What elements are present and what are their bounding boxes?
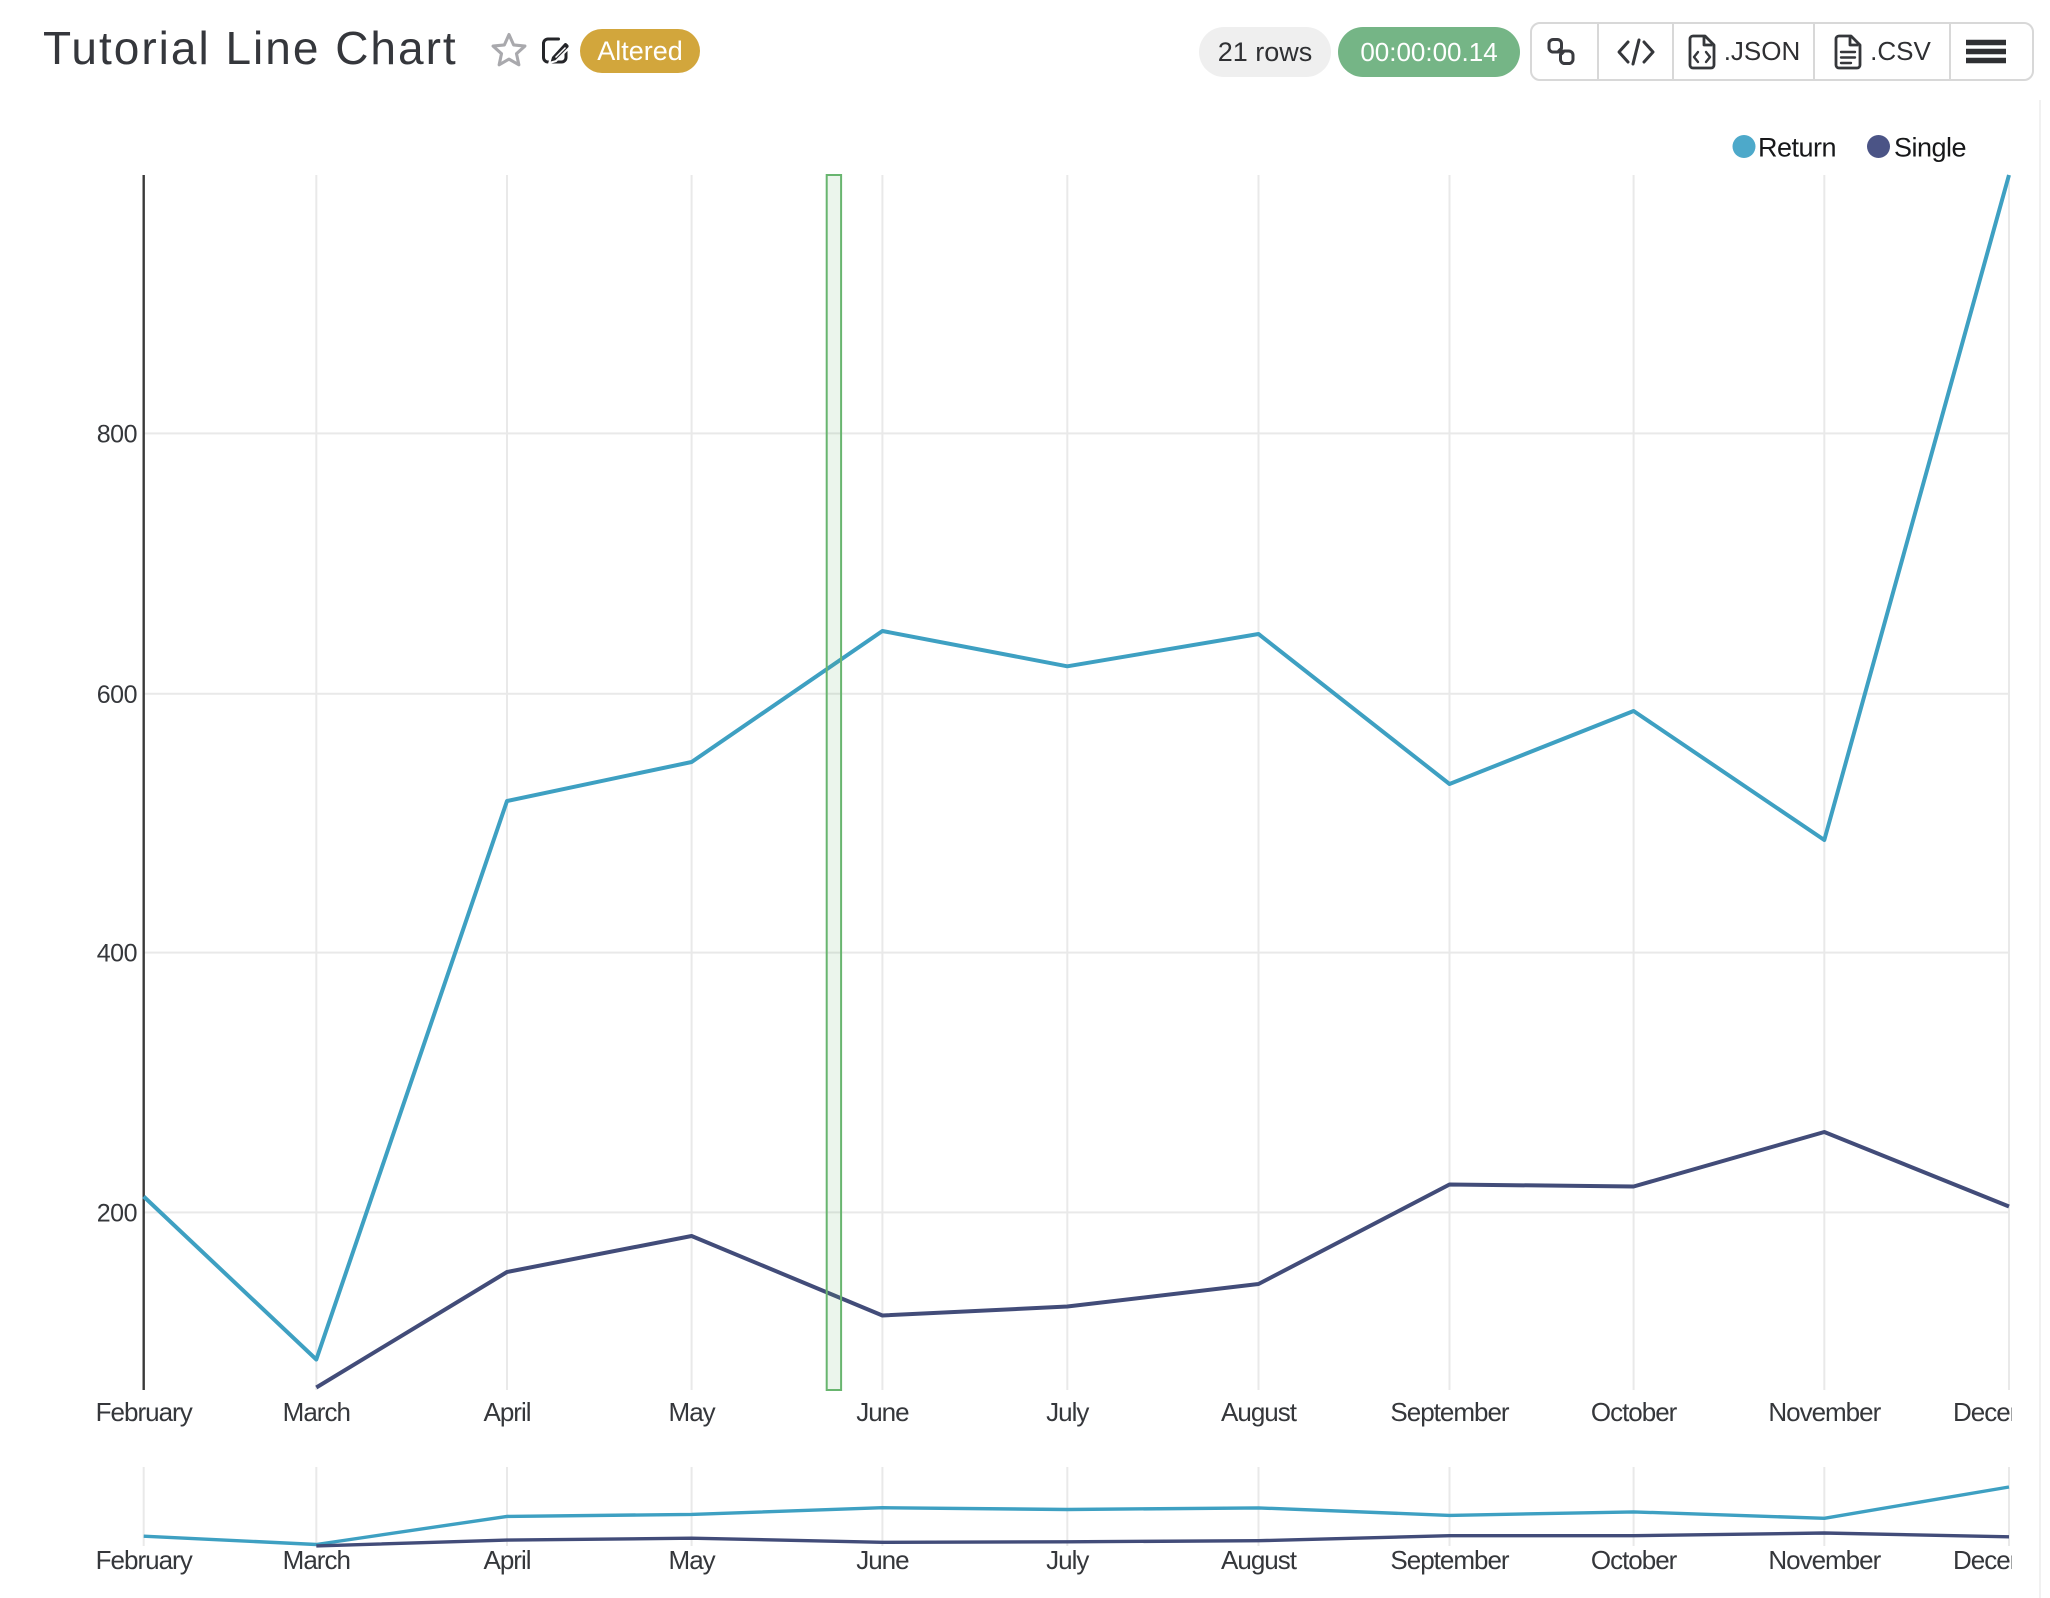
svg-text:July: July	[1046, 1397, 1089, 1427]
svg-text:November: November	[1768, 1397, 1881, 1427]
svg-text:June: June	[856, 1397, 909, 1427]
svg-text:December: December	[1953, 1545, 2012, 1575]
svg-text:November: November	[1768, 1545, 1881, 1575]
svg-text:March: March	[283, 1397, 350, 1427]
svg-text:800: 800	[97, 420, 137, 448]
svg-text:April: April	[483, 1545, 530, 1575]
svg-text:December: December	[1953, 1397, 2012, 1427]
svg-text:April: April	[483, 1397, 530, 1427]
svg-text:May: May	[669, 1397, 716, 1427]
svg-text:September: September	[1390, 1545, 1510, 1575]
svg-text:February: February	[96, 1545, 193, 1575]
svg-text:August: August	[1221, 1397, 1298, 1427]
svg-text:May: May	[669, 1545, 716, 1575]
svg-text:Single: Single	[1894, 133, 1966, 163]
svg-text:March: March	[283, 1545, 350, 1575]
svg-text:600: 600	[97, 681, 137, 709]
svg-text:Return: Return	[1758, 133, 1836, 163]
svg-text:October: October	[1591, 1545, 1678, 1575]
svg-text:February: February	[96, 1397, 193, 1427]
svg-text:July: July	[1046, 1545, 1089, 1575]
svg-text:June: June	[856, 1545, 909, 1575]
svg-text:October: October	[1591, 1397, 1678, 1427]
svg-text:September: September	[1390, 1397, 1510, 1427]
svg-text:200: 200	[97, 1199, 137, 1227]
svg-text:August: August	[1221, 1545, 1298, 1575]
svg-text:400: 400	[97, 940, 137, 968]
